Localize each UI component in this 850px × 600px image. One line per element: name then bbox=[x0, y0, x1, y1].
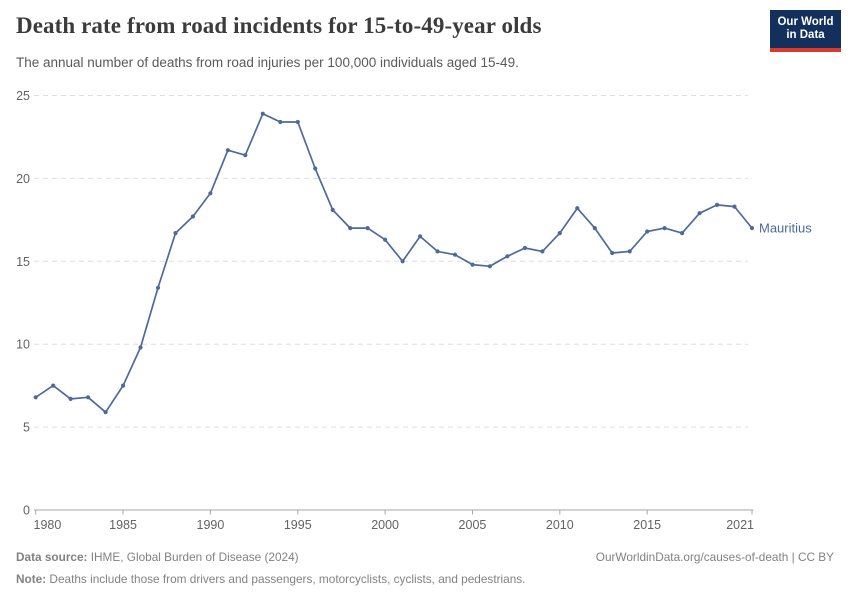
data-point[interactable] bbox=[243, 153, 248, 158]
data-source-text: Data source: IHME, Global Burden of Dise… bbox=[16, 546, 299, 568]
x-tick-label: 1980 bbox=[34, 518, 62, 532]
data-source-label: Data source: bbox=[16, 550, 88, 564]
data-point[interactable] bbox=[313, 166, 318, 171]
data-point[interactable] bbox=[155, 285, 161, 290]
data-point[interactable] bbox=[627, 249, 632, 254]
owid-credit-link[interactable]: OurWorldinData.org/causes-of-death | CC … bbox=[595, 550, 834, 564]
data-point[interactable] bbox=[749, 226, 755, 231]
data-point[interactable] bbox=[68, 396, 73, 401]
data-point[interactable] bbox=[715, 202, 720, 207]
owid-logo[interactable]: Our World in Data bbox=[770, 10, 841, 52]
data-point[interactable] bbox=[540, 249, 545, 254]
x-tick-label: 2021 bbox=[726, 518, 754, 532]
chart-canvas: 0 5 10 15 20 25 1980 1985 1990 1995 2000 2005 2010 20… bbox=[16, 89, 812, 532]
x-tick-label: 1995 bbox=[284, 518, 312, 532]
data-point[interactable] bbox=[121, 383, 126, 388]
data-point[interactable] bbox=[138, 345, 143, 350]
note-text: Note: Deaths include those from drivers … bbox=[16, 572, 525, 586]
data-point[interactable] bbox=[470, 262, 475, 267]
data-point[interactable] bbox=[487, 264, 492, 269]
data-point[interactable] bbox=[103, 410, 108, 415]
x-tick-label: 1985 bbox=[109, 518, 137, 532]
data-point[interactable] bbox=[86, 395, 91, 400]
data-source-value: IHME, Global Burden of Disease (2024) bbox=[87, 550, 299, 564]
data-point[interactable] bbox=[680, 231, 685, 236]
y-tick-label: 0 bbox=[23, 504, 30, 518]
data-point[interactable] bbox=[278, 119, 283, 125]
data-point[interactable] bbox=[295, 119, 300, 125]
data-point[interactable] bbox=[452, 252, 458, 257]
data-point[interactable] bbox=[662, 226, 667, 231]
data-point[interactable] bbox=[400, 259, 405, 264]
y-tick-label: 5 bbox=[23, 421, 30, 435]
x-tick-label: 2005 bbox=[459, 518, 487, 532]
x-tick-label: 2010 bbox=[546, 518, 574, 532]
data-point[interactable] bbox=[610, 250, 615, 256]
y-tick-label: 20 bbox=[16, 172, 30, 186]
data-point[interactable] bbox=[33, 395, 38, 400]
owid-logo-line2: in Data bbox=[786, 29, 825, 41]
data-point[interactable] bbox=[522, 245, 528, 251]
data-point[interactable] bbox=[173, 231, 178, 236]
data-point[interactable] bbox=[225, 148, 230, 153]
page-title: Death rate from road incidents for 15-to… bbox=[16, 13, 542, 38]
x-tick-label: 2015 bbox=[633, 518, 661, 532]
data-point[interactable] bbox=[505, 254, 510, 259]
x-tick-label: 2000 bbox=[371, 518, 399, 532]
data-point[interactable] bbox=[575, 206, 580, 211]
data-point[interactable] bbox=[330, 207, 335, 212]
note-value: Deaths include those from drivers and pa… bbox=[46, 572, 526, 586]
data-point[interactable] bbox=[435, 249, 440, 254]
data-point[interactable] bbox=[732, 204, 737, 209]
y-tick-label: 10 bbox=[16, 338, 30, 352]
y-tick-label: 15 bbox=[16, 255, 30, 269]
data-point[interactable] bbox=[645, 229, 650, 234]
y-tick-label: 25 bbox=[16, 89, 30, 103]
data-point[interactable] bbox=[365, 226, 370, 231]
x-tick-label: 1990 bbox=[197, 518, 225, 532]
data-point[interactable] bbox=[592, 226, 597, 231]
series-line-mauritius[interactable] bbox=[34, 112, 753, 414]
chart-subtitle: The annual number of deaths from road in… bbox=[16, 55, 519, 70]
data-point[interactable] bbox=[348, 226, 353, 231]
data-point[interactable] bbox=[557, 231, 562, 236]
data-point[interactable] bbox=[260, 111, 265, 116]
data-point[interactable] bbox=[190, 214, 195, 219]
owid-logo-line1: Our World bbox=[777, 15, 834, 28]
data-point[interactable] bbox=[383, 237, 388, 242]
data-point[interactable] bbox=[418, 234, 423, 239]
data-point[interactable] bbox=[51, 383, 56, 388]
data-point[interactable] bbox=[697, 211, 702, 216]
chart-footer: Data source: IHME, Global Burden of Dise… bbox=[16, 546, 834, 590]
data-point[interactable] bbox=[208, 191, 213, 196]
note-label: Note: bbox=[16, 572, 47, 586]
series-label-mauritius[interactable]: Mauritius bbox=[759, 221, 812, 236]
